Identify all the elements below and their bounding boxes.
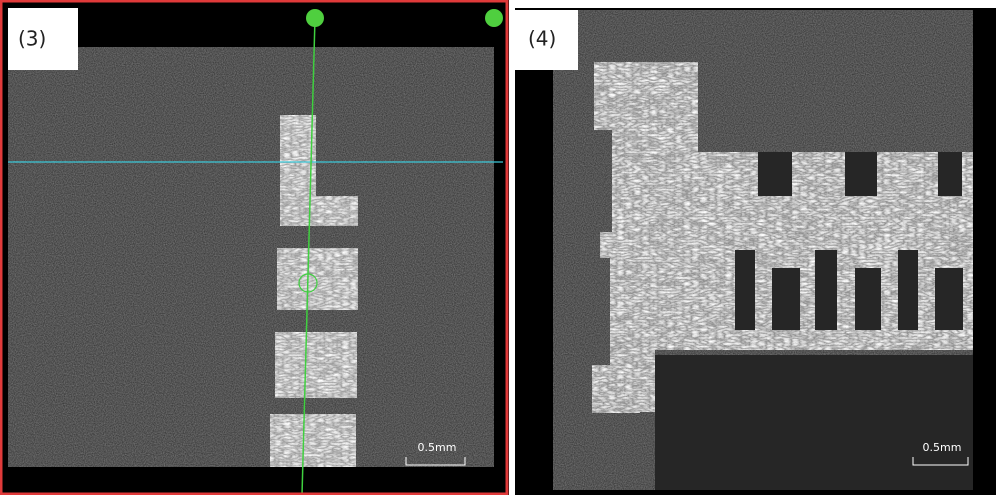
gap (938, 152, 962, 196)
specimen-part (270, 414, 356, 467)
gap (845, 152, 877, 196)
gap (655, 355, 973, 490)
scale-bar-label: 0.5mm (923, 441, 962, 454)
specimen-part (275, 332, 357, 398)
screenshot: (3) 0.5mm (4) 0.5mm (0, 0, 996, 495)
specimen-part (277, 248, 358, 310)
panel-label: (4) (528, 27, 556, 51)
gap (898, 250, 918, 330)
panel-label: (3) (18, 27, 46, 51)
gap (758, 152, 792, 196)
gap (772, 268, 800, 330)
page: (3) 0.5mm (4) 0.5mm (() => { const data … (0, 0, 996, 495)
gap (815, 250, 837, 330)
gap (735, 250, 755, 330)
gap (855, 268, 881, 330)
ct-noise-3 (8, 47, 494, 467)
gap (935, 268, 963, 330)
corner-handle[interactable] (485, 9, 503, 27)
scale-bar-label: 0.5mm (418, 441, 457, 454)
rotate-handle[interactable] (306, 9, 324, 27)
specimen-part (592, 365, 640, 413)
